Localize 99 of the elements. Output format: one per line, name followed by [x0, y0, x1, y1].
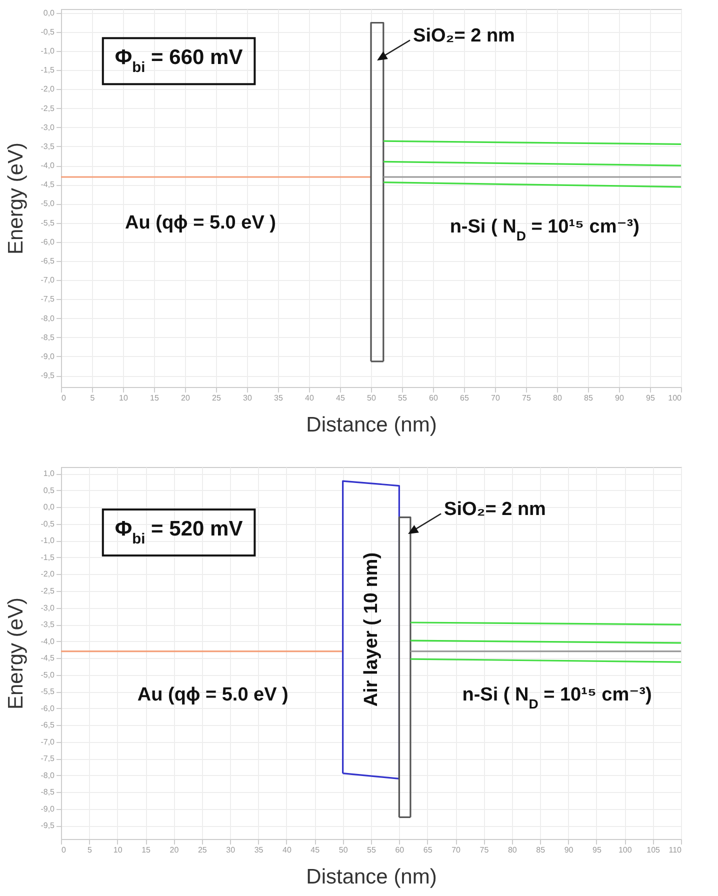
y-tick-label: -2,5 — [40, 104, 56, 113]
x-tick-label: 0 — [62, 394, 66, 402]
x-tick-label: 30 — [226, 846, 236, 854]
y-tick-label: -0,5 — [40, 27, 56, 36]
x-tick-label: 60 — [429, 394, 438, 402]
y-tick-label: -7,5 — [40, 294, 56, 304]
y-tick-label: -6,0 — [40, 704, 56, 713]
y-tick-label: -3,0 — [40, 122, 56, 132]
y-tick-label: -9,5 — [40, 821, 56, 830]
x-tick-label: 35 — [274, 394, 284, 402]
x-tick-label: 90 — [615, 394, 624, 402]
x-tick-label: 15 — [150, 394, 160, 402]
y-tick-label: -2,0 — [40, 570, 56, 579]
annotation: Air layer ( 10 nm) — [361, 552, 382, 707]
y-tick-label: -2,5 — [40, 586, 56, 596]
annotation: Au (qϕ = 5.0 eV ) — [125, 212, 276, 234]
x-tick-label: 75 — [522, 394, 532, 402]
y-tick-label: -8,0 — [40, 770, 56, 780]
x-tick-label: 45 — [336, 394, 346, 402]
x-tick-label: 110 — [668, 846, 682, 854]
y-tick-label: 0,0 — [43, 502, 56, 512]
y-tick-label: -7,0 — [40, 737, 56, 746]
y-tick-label: -8,0 — [40, 314, 56, 323]
y-tick-label: 0,0 — [43, 8, 56, 18]
annotation: Φ$_{bi}$ = 660 mV — [114, 46, 243, 76]
x-tick-label: 5 — [90, 394, 96, 402]
x-tick-label: 90 — [564, 846, 574, 854]
x-tick-label: 65 — [460, 394, 470, 402]
x-tick-label: 0 — [62, 846, 66, 854]
y-tick-label: -9,0 — [40, 352, 56, 361]
x-tick-label: 85 — [584, 394, 594, 402]
annotation: n-Si ( N$_{D}$ = 10¹⁵ cm⁻³) — [462, 684, 652, 712]
x-tick-label: 45 — [310, 846, 320, 854]
y-tick-label: -9,5 — [40, 371, 56, 380]
annotation: Φ$_{bi}$ = 520 mV — [114, 517, 243, 548]
x-axis-title: Distance (nm) — [306, 866, 437, 888]
y-tick-label: 1,0 — [43, 469, 56, 478]
y-tick-label: 0,5 — [43, 486, 56, 495]
y-tick-label: -1,5 — [40, 552, 56, 562]
y-tick-label: -5,5 — [40, 218, 56, 228]
x-tick-label: 55 — [398, 394, 408, 402]
x-tick-label: 5 — [87, 846, 92, 854]
x-tick-label: 60 — [395, 846, 405, 854]
x-tick-label: 100 — [668, 394, 682, 402]
y-tick-label: -7,0 — [40, 276, 56, 285]
x-tick-label: 15 — [142, 846, 152, 854]
x-axis-title: Distance (nm) — [306, 414, 437, 436]
x-tick-label: 20 — [170, 846, 180, 854]
x-tick-label: 50 — [367, 394, 376, 402]
y-tick-label: -4,0 — [40, 161, 56, 170]
y-axis-title: Energy (eV) — [4, 142, 28, 255]
x-tick-label: 35 — [254, 846, 264, 854]
x-tick-label: 100 — [618, 846, 632, 854]
x-tick-label: 65 — [423, 846, 433, 854]
x-tick-label: 10 — [119, 394, 128, 402]
y-tick-label: -1,5 — [40, 66, 56, 75]
x-tick-label: 40 — [305, 394, 314, 402]
y-tick-label: -1,0 — [40, 46, 56, 56]
y-tick-label: -6,0 — [40, 237, 56, 246]
y-tick-label: -4,5 — [40, 654, 56, 663]
y-tick-label: -1,0 — [40, 536, 56, 546]
y-tick-label: -4,0 — [40, 636, 56, 646]
x-tick-label: 40 — [282, 846, 292, 854]
y-tick-label: -5,0 — [40, 199, 56, 208]
x-tick-label: 80 — [553, 394, 562, 402]
y-tick-label: -5,0 — [40, 670, 56, 680]
y-tick-label: -3,5 — [40, 142, 56, 151]
x-tick-label: 55 — [367, 846, 376, 854]
y-tick-label: -3,5 — [40, 620, 56, 630]
x-tick-label: 105 — [646, 846, 661, 854]
y-tick-label: -2,0 — [40, 84, 56, 94]
x-tick-label: 25 — [198, 846, 208, 854]
y-tick-label: -6,5 — [40, 256, 56, 266]
x-tick-label: 95 — [646, 394, 656, 402]
x-tick-label: 70 — [491, 394, 500, 402]
x-tick-label: 30 — [243, 394, 252, 402]
y-tick-label: -8,5 — [40, 332, 56, 342]
annotation: SiO₂= 2 nm — [413, 25, 515, 46]
annotation: Au (qϕ = 5.0 eV ) — [137, 684, 288, 706]
y-tick-label: -6,5 — [40, 720, 56, 730]
y-tick-label: -0,5 — [40, 519, 56, 528]
x-tick-label: 70 — [452, 846, 462, 854]
y-tick-label: -4,5 — [40, 180, 56, 190]
y-axis-title: Energy (eV) — [4, 597, 28, 710]
y-tick-label: -7,5 — [40, 754, 56, 764]
x-tick-label: 95 — [592, 846, 602, 854]
x-tick-label: 75 — [480, 846, 490, 854]
annotation: SiO₂= 2 nm — [444, 499, 546, 520]
x-tick-label: 50 — [338, 846, 348, 854]
y-tick-label: -3,0 — [40, 603, 56, 612]
y-tick-label: -5,5 — [40, 687, 56, 696]
x-tick-label: 80 — [508, 846, 518, 854]
x-tick-label: 20 — [181, 394, 190, 402]
x-tick-label: 85 — [536, 846, 546, 854]
y-tick-label: -8,5 — [40, 788, 56, 797]
annotation: n-Si ( N$_{D}$ = 10¹⁵ cm⁻³) — [450, 216, 640, 243]
x-tick-label: 10 — [113, 846, 123, 854]
x-tick-label: 25 — [212, 394, 222, 402]
y-tick-label: -9,0 — [40, 804, 56, 814]
